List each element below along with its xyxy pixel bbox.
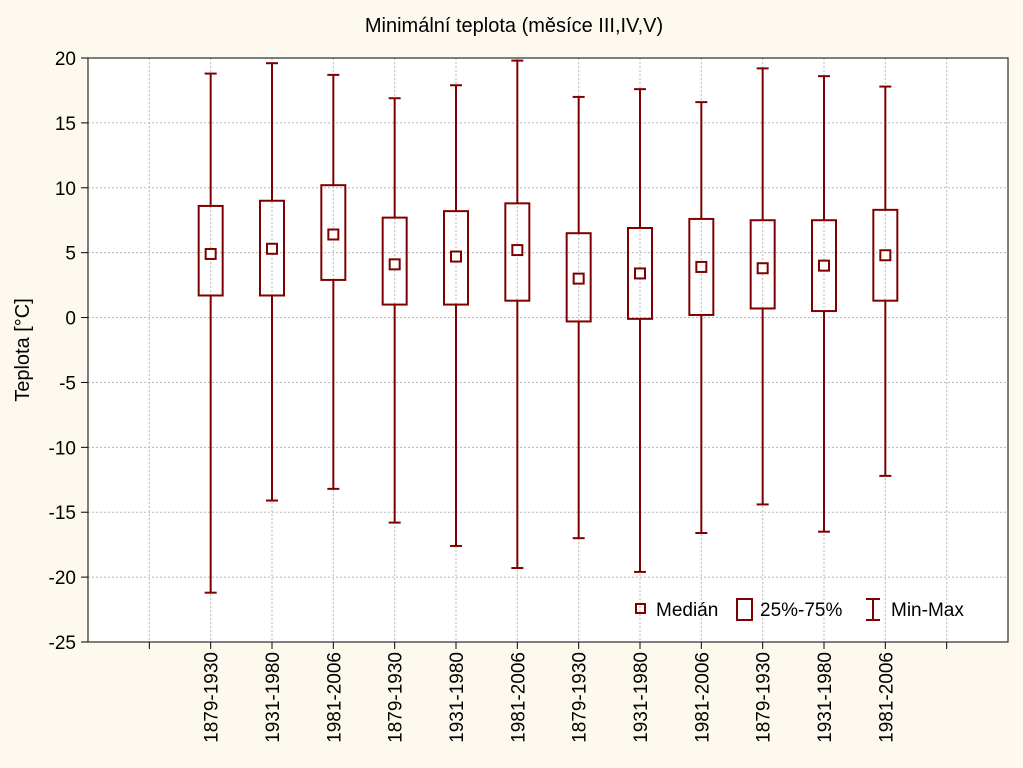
y-tick-label: -15 — [49, 503, 76, 524]
box-group — [259, 62, 285, 502]
iqr-box — [504, 202, 531, 302]
iqr-box — [688, 217, 715, 316]
y-tick-label: 20 — [55, 49, 76, 70]
x-tick-label: 1981-2006 — [324, 652, 345, 743]
box-group — [811, 75, 837, 533]
box-group — [381, 97, 408, 524]
iqr-box — [627, 227, 653, 320]
box-group — [688, 101, 715, 534]
box-group — [443, 84, 469, 547]
boxplot-series — [197, 59, 899, 594]
x-tick-label: 1931-1980 — [447, 652, 468, 743]
box-group — [627, 88, 653, 573]
legend: Medián 25%-75% Min-Max — [635, 598, 964, 621]
median-marker — [266, 242, 278, 255]
y-axis-label: Teplota [°C] — [12, 298, 34, 402]
x-tick-label: 1981-2006 — [508, 652, 529, 743]
median-marker — [204, 247, 217, 260]
x-tick-label: 1931-1980 — [263, 652, 284, 743]
y-tick-label: 5 — [65, 244, 76, 265]
median-marker — [327, 228, 340, 241]
x-tick-label: 1879-1930 — [570, 652, 591, 743]
x-tick-label: 1981-2006 — [876, 652, 897, 743]
box-group — [565, 95, 592, 540]
x-tick-label: 1879-1930 — [202, 652, 223, 743]
median-marker — [756, 262, 769, 275]
y-tick-label: 10 — [55, 179, 76, 200]
median-marker — [818, 259, 830, 272]
x-tick-label: 1981-2006 — [692, 652, 713, 743]
box-icon — [736, 598, 753, 621]
y-tick-label: -25 — [49, 633, 76, 654]
legend-label-box: 25%-75% — [760, 600, 842, 621]
median-marker — [634, 267, 646, 280]
plot-area — [88, 58, 1008, 642]
box-group — [504, 59, 531, 570]
median-marker — [572, 272, 585, 285]
chart-title: Minimální teplota (měsíce III,IV,V) — [365, 15, 663, 37]
box-group — [320, 73, 347, 490]
iqr-box — [872, 208, 899, 302]
iqr-box — [443, 210, 469, 306]
iqr-box — [811, 219, 837, 313]
box-group — [197, 72, 224, 594]
x-tick-label: 1879-1930 — [754, 652, 775, 743]
median-marker — [388, 258, 401, 271]
whisker-icon — [866, 598, 880, 621]
box-group — [872, 85, 899, 477]
y-tick-label: -20 — [49, 568, 76, 589]
iqr-box — [749, 219, 776, 310]
plot-frame — [87, 57, 1009, 643]
x-tick-label: 1931-1980 — [815, 652, 836, 743]
y-tick-label: -10 — [49, 438, 76, 459]
y-tick-label: -5 — [59, 373, 76, 394]
iqr-box — [565, 232, 592, 323]
legend-label-median: Medián — [656, 600, 718, 621]
median-marker — [511, 244, 524, 257]
x-tick-label: 1931-1980 — [631, 652, 652, 743]
iqr-box — [259, 199, 285, 297]
median-marker — [879, 249, 892, 262]
iqr-box — [381, 216, 408, 306]
box-group — [749, 67, 776, 506]
y-tick-label: 15 — [55, 114, 76, 135]
legend-label-minmax: Min-Max — [891, 600, 964, 621]
median-marker — [695, 260, 708, 273]
iqr-box — [320, 184, 347, 281]
x-tick-label: 1879-1930 — [386, 652, 407, 743]
y-tick-label: 0 — [65, 309, 76, 330]
axes: 20 15 10 5 0 -5 -10 -15 -20 -25 1879-1930 1931-1980… — [49, 49, 948, 743]
median-square-icon — [635, 603, 646, 614]
iqr-box — [197, 204, 224, 297]
median-marker — [450, 250, 462, 263]
